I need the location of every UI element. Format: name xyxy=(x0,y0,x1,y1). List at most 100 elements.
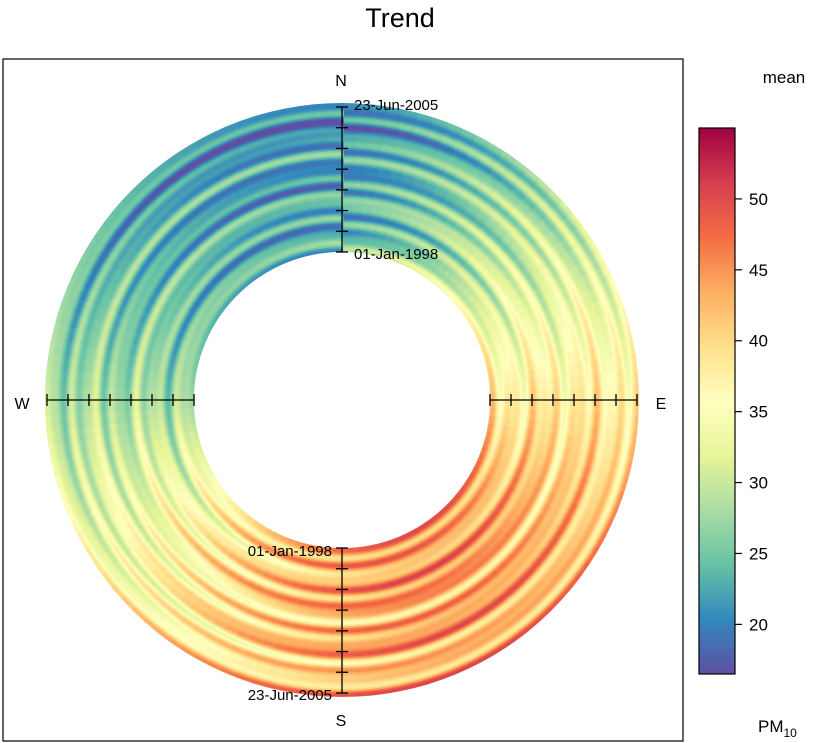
heatmap-cell xyxy=(197,471,205,481)
heatmap-cell xyxy=(261,552,273,560)
heatmap-cell xyxy=(419,550,430,558)
heatmap-cell xyxy=(497,433,502,444)
heatmap-cell xyxy=(502,425,507,436)
heatmap-cell xyxy=(497,357,502,368)
heatmap-cell xyxy=(209,306,217,316)
heatmap-cell xyxy=(230,293,239,301)
heatmap-cell xyxy=(190,367,195,377)
heatmap-cell xyxy=(487,476,495,487)
heatmap-cell xyxy=(277,561,289,568)
heatmap-cell xyxy=(426,544,437,552)
heatmap-cell xyxy=(314,226,326,231)
heatmap-cell xyxy=(497,329,504,341)
heatmap-cell xyxy=(292,245,303,251)
heatmap-cell xyxy=(212,276,222,285)
heatmap-cell xyxy=(377,232,388,238)
heatmap-cell xyxy=(460,292,469,301)
heatmap-cell xyxy=(459,303,467,312)
heatmap-cell xyxy=(494,459,501,470)
heatmap-cell xyxy=(195,492,203,503)
heatmap-cell xyxy=(199,309,207,319)
heatmap-cell xyxy=(214,309,222,319)
heatmap-cell xyxy=(478,482,486,492)
heatmap-cell xyxy=(428,247,439,256)
heatmap-cell xyxy=(187,414,192,425)
heatmap-cell xyxy=(365,248,375,253)
heatmap-cell xyxy=(366,243,376,248)
heatmap-cell xyxy=(168,425,173,437)
heatmap-cell xyxy=(451,299,460,308)
heatmap-cell xyxy=(450,264,460,273)
heatmap-cell xyxy=(184,440,190,451)
heatmap-cell xyxy=(276,542,287,548)
heatmap-cell xyxy=(494,424,499,434)
heatmap-cell xyxy=(410,263,420,270)
heatmap-cell xyxy=(491,332,498,343)
heatmap-cell xyxy=(271,258,281,264)
heatmap-cell xyxy=(286,539,296,545)
heatmap-cell xyxy=(204,497,213,507)
heatmap-cell xyxy=(232,284,241,292)
heatmap-cell xyxy=(407,544,417,551)
heatmap-cell xyxy=(429,516,438,524)
heatmap-cell xyxy=(357,250,367,254)
heatmap-cell xyxy=(409,530,419,538)
heatmap-cell xyxy=(236,526,246,535)
heatmap-cell xyxy=(309,245,319,249)
heatmap-cell xyxy=(500,416,505,427)
heatmap-cell xyxy=(187,476,195,487)
heatmap-cell xyxy=(366,245,376,250)
heatmap-cell xyxy=(309,246,320,251)
heatmap-cell xyxy=(291,551,301,556)
heatmap-cell xyxy=(511,372,516,384)
heatmap-cell xyxy=(314,563,325,567)
heatmap-cell xyxy=(213,309,221,318)
heatmap-cell xyxy=(215,479,223,489)
heatmap-cell xyxy=(233,259,243,268)
heatmap-cell xyxy=(189,332,196,343)
heatmap-cell xyxy=(301,544,311,549)
heatmap-cell xyxy=(205,322,212,332)
heatmap-cell xyxy=(198,461,205,472)
heatmap-cell xyxy=(491,376,495,386)
heatmap-cell xyxy=(494,349,500,360)
heatmap-cell xyxy=(233,505,242,513)
heatmap-cell xyxy=(223,286,232,295)
heatmap-cell xyxy=(402,262,412,269)
heatmap-cell xyxy=(261,255,271,263)
heatmap-cell xyxy=(173,425,177,436)
heatmap-cell xyxy=(490,351,495,361)
heatmap-cell xyxy=(494,367,499,377)
heatmap-cell xyxy=(180,338,187,349)
heatmap-cell xyxy=(168,362,173,373)
heatmap-cell xyxy=(190,438,196,449)
heatmap-cell xyxy=(422,258,432,266)
heatmap-cell xyxy=(495,433,500,443)
heatmap-cell xyxy=(230,281,239,290)
heatmap-cell xyxy=(260,254,270,261)
heatmap-cell xyxy=(289,557,300,562)
heatmap-cell xyxy=(509,354,515,366)
heatmap-cell xyxy=(203,330,210,340)
heatmap-cell xyxy=(187,431,192,441)
heatmap-cell xyxy=(464,504,473,514)
heatmap-cell xyxy=(199,319,207,329)
heatmap-cell xyxy=(315,229,326,234)
heatmap-cell xyxy=(316,236,327,240)
heatmap-cell xyxy=(272,531,282,538)
heatmap-cell xyxy=(416,544,427,552)
heatmap-cell xyxy=(211,473,218,482)
heatmap-cell xyxy=(430,262,440,270)
heatmap-cell xyxy=(360,225,371,229)
heatmap-cell xyxy=(193,473,200,484)
heatmap-cell xyxy=(365,251,375,256)
heatmap-cell xyxy=(382,247,392,252)
heatmap-cell xyxy=(477,338,483,348)
heatmap-cell xyxy=(211,514,221,524)
heatmap-cell xyxy=(183,458,190,469)
heatmap-cell xyxy=(181,347,187,358)
heatmap-cell xyxy=(478,338,484,348)
heatmap-cell xyxy=(411,242,422,249)
heatmap-cell xyxy=(506,355,511,366)
heatmap-cell xyxy=(357,558,368,563)
